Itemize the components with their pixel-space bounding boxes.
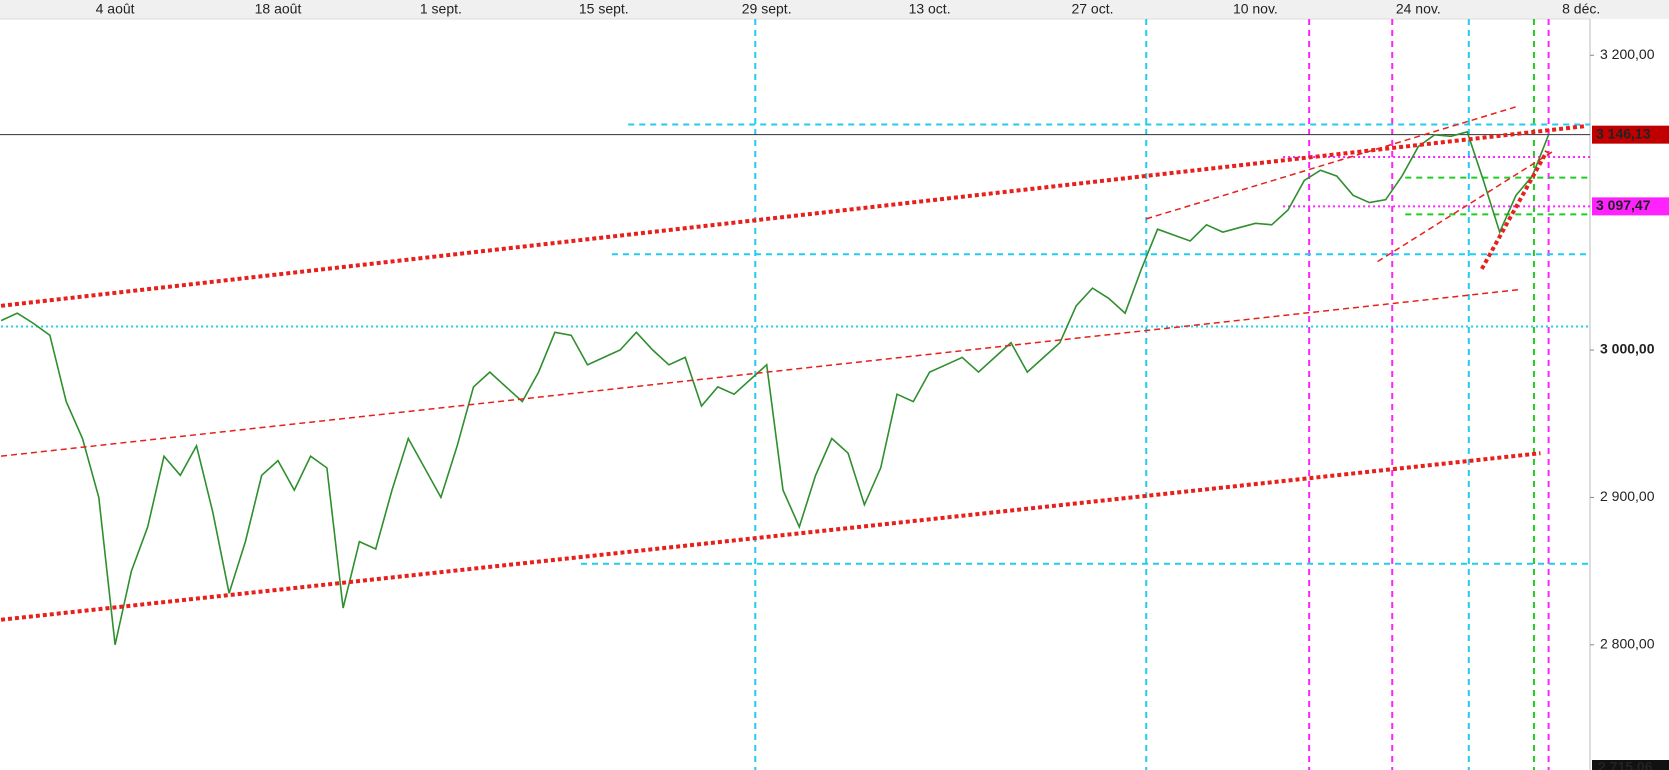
bottom-label: 2 715,06 <box>1598 759 1653 770</box>
labels: 4 août 18 août 1 sept. 15 sept. 29 sept. 13 o… <box>96 1 1669 770</box>
trendline <box>1377 150 1554 263</box>
x-tick-label: 27 oct. <box>1071 1 1113 17</box>
x-tick-label: 15 sept. <box>579 1 629 17</box>
plot <box>0 19 1590 770</box>
price-label-box <box>1592 125 1669 144</box>
x-tick-label: 29 sept. <box>742 1 792 17</box>
y-tick-label: 3 200,00 <box>1600 46 1655 62</box>
trendline <box>0 451 1541 622</box>
price-label: 3 097,47 <box>1596 197 1651 213</box>
x-tick-label: 1 sept. <box>420 1 462 17</box>
trendline <box>1146 106 1517 220</box>
x-tick-label: 13 oct. <box>909 1 951 17</box>
bottom-label-box <box>1592 760 1669 770</box>
x-tick-label: 10 nov. <box>1233 1 1278 17</box>
x-tick-label: 24 nov. <box>1396 1 1441 17</box>
y-tick-label: 3 000,00 <box>1600 341 1655 357</box>
trendline <box>0 124 1587 308</box>
y-tick-label: 2 800,00 <box>1600 636 1655 652</box>
date-bar <box>0 0 1669 19</box>
trendline <box>1480 150 1549 270</box>
price-line <box>0 130 1550 645</box>
y-tick-label: 2 900,00 <box>1600 488 1655 504</box>
x-tick-label: 4 août <box>96 1 135 17</box>
trendline <box>0 288 1520 457</box>
x-tick-label: 18 août <box>255 1 302 17</box>
x-tick-label: 8 déc. <box>1562 1 1600 17</box>
price-label: 3 146,13 <box>1596 125 1651 141</box>
price-label-box <box>1592 197 1669 216</box>
price-axis <box>1590 19 1669 770</box>
